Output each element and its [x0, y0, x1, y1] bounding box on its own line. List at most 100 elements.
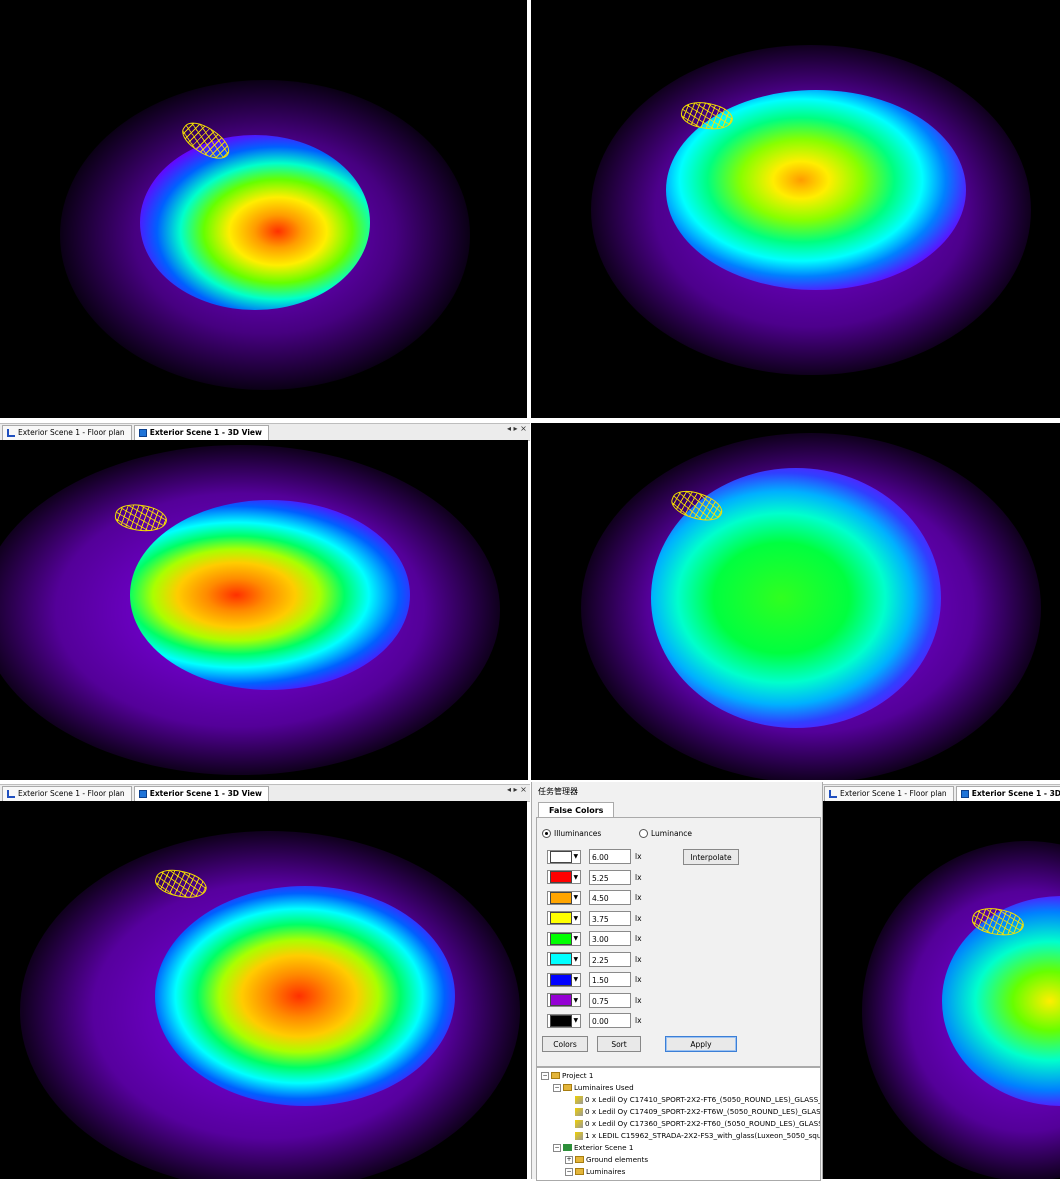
luminaire-type-icon	[575, 1131, 583, 1140]
colors-button[interactable]: Colors	[542, 1036, 588, 1052]
color-level-row: ▼ 6.00 lx	[547, 849, 642, 864]
tab-nav-controls[interactable]: ◂ ▸ ×	[507, 424, 527, 433]
heatmap-view-top-right	[531, 0, 1060, 418]
dropdown-arrow-icon: ▼	[573, 996, 579, 1004]
folder-icon	[563, 1084, 572, 1091]
tree-luminaires-used[interactable]: − Luminaires Used	[553, 1083, 634, 1092]
tree-luminaire-item[interactable]: 0 x Ledil Oy C17409_SPORT-2X2-FT6W_(5050…	[575, 1107, 820, 1116]
luminance-radio[interactable]: Luminance	[639, 829, 692, 838]
color-swatch	[550, 912, 572, 924]
color-picker[interactable]: ▼	[547, 1013, 581, 1028]
folder-icon	[575, 1168, 584, 1175]
tree-luminaire-item[interactable]: 0 x Ledil Oy C17360_SPORT-2X2-FT60_(5050…	[575, 1119, 820, 1128]
heat-region	[140, 135, 370, 310]
task-manager-panel: 任务管理器 False Colors Illuminances Luminanc…	[531, 782, 823, 1181]
tree-project[interactable]: − Project 1	[541, 1071, 594, 1080]
unit-label: lx	[635, 995, 642, 1005]
heat-region	[155, 886, 455, 1106]
collapse-icon[interactable]: −	[553, 1083, 561, 1092]
color-picker[interactable]: ▼	[547, 890, 581, 905]
unit-label: lx	[635, 852, 642, 861]
expand-icon[interactable]: +	[565, 1155, 573, 1164]
tab-3d-view[interactable]: Exterior Scene 1 - 3D View	[133, 424, 269, 440]
tree-ground-elements[interactable]: + Ground elements	[565, 1155, 649, 1164]
tree-luminaire-item[interactable]: 0 x Ledil Oy C17410_SPORT-2X2-FT6_(5050_…	[575, 1095, 820, 1104]
tab-nav-controls[interactable]: ◂ ▸ ×	[507, 785, 527, 794]
scene-icon	[563, 1144, 572, 1151]
interpolate-button[interactable]: Interpolate	[683, 849, 739, 865]
color-picker[interactable]: ▼	[547, 952, 581, 966]
collapse-icon[interactable]: −	[565, 1167, 573, 1176]
apply-button[interactable]: Apply	[665, 1036, 737, 1052]
level-value-input[interactable]: 2.25	[589, 951, 631, 967]
level-value-input[interactable]: 0.75	[589, 992, 631, 1008]
folder-icon	[551, 1072, 560, 1079]
tab-3d-view[interactable]: Exterior Scene 1 - 3D View	[133, 785, 269, 801]
color-picker[interactable]: ▼	[547, 849, 581, 864]
level-value-input[interactable]: 4.50	[589, 890, 631, 905]
color-level-row: ▼ 0.75 lx	[547, 992, 642, 1008]
heat-region	[130, 500, 410, 690]
collapse-icon[interactable]: −	[541, 1071, 549, 1080]
color-picker[interactable]: ▼	[547, 870, 581, 884]
tab-floor-plan[interactable]: Exterior Scene 1 - Floor plan	[824, 785, 954, 801]
unit-label: lx	[635, 954, 642, 964]
tab-3d-view[interactable]: Exterior Scene 1 - 3D View	[955, 785, 1060, 801]
dropdown-arrow-icon: ▼	[573, 873, 579, 881]
project-tree: − Project 1 − Luminaires Used 0 x Ledil …	[536, 1067, 821, 1181]
heatmap-view-middle-right	[531, 423, 1060, 780]
floor-plan-icon	[7, 428, 15, 437]
color-picker[interactable]: ▼	[547, 931, 581, 946]
unit-label: lx	[635, 1016, 642, 1025]
color-level-row: ▼ 3.75 lx	[547, 910, 642, 926]
floor-plan-icon	[7, 789, 15, 798]
view-tab-bar: Exterior Scene 1 - Floor plan Exterior S…	[822, 784, 1060, 802]
level-value-input[interactable]: 6.00	[589, 849, 631, 864]
tab-floor-plan[interactable]: Exterior Scene 1 - Floor plan	[2, 785, 132, 801]
color-level-row: ▼ 0.00 lx	[547, 1013, 642, 1028]
color-swatch	[550, 1014, 572, 1027]
illuminances-radio[interactable]: Illuminances	[542, 829, 601, 838]
level-value-input[interactable]: 3.75	[589, 910, 631, 926]
dropdown-arrow-icon: ▼	[573, 1017, 579, 1024]
radio-selected-icon	[542, 829, 551, 838]
unit-label: lx	[635, 913, 642, 923]
level-value-input[interactable]: 1.50	[589, 972, 631, 987]
radio-unselected-icon	[639, 829, 648, 838]
unit-label: lx	[635, 934, 642, 943]
unit-label: lx	[635, 975, 642, 984]
3d-view-icon	[138, 789, 147, 798]
3d-view-icon	[138, 428, 147, 437]
level-value-input[interactable]: 0.00	[589, 1013, 631, 1028]
tree-luminaire-item[interactable]: 1 x LEDIL C15962_STRADA-2X2-FS3_with_gla…	[575, 1131, 820, 1140]
color-swatch	[550, 994, 572, 1006]
tab-false-colors[interactable]: False Colors	[538, 802, 615, 818]
color-swatch	[550, 850, 572, 863]
view-tab-bar: Exterior Scene 1 - Floor plan Exterior S…	[0, 423, 530, 441]
color-picker[interactable]: ▼	[547, 993, 581, 1007]
3d-view-icon	[960, 789, 969, 798]
tab-floor-plan[interactable]: Exterior Scene 1 - Floor plan	[2, 424, 132, 440]
color-level-row: ▼ 5.25 lx	[547, 869, 642, 885]
false-colors-body: Illuminances Luminance ▼ 6.00 lx ▼ 5.25 lx ▼ 4.…	[536, 817, 821, 1067]
view-tab-bar: Exterior Scene 1 - Floor plan Exterior S…	[0, 784, 530, 802]
unit-label: lx	[635, 872, 642, 882]
color-level-row: ▼ 3.00 lx	[547, 931, 642, 946]
collapse-icon[interactable]: −	[553, 1143, 561, 1152]
tree-luminaires[interactable]: − Luminaires	[565, 1167, 626, 1176]
tree-exterior-scene[interactable]: − Exterior Scene 1	[553, 1143, 634, 1152]
heatmap-view-bottom-left	[0, 801, 527, 1179]
color-picker[interactable]: ▼	[547, 911, 581, 925]
floor-plan-icon	[829, 789, 837, 798]
heatmap-view-top-left	[0, 0, 527, 418]
level-value-input[interactable]: 3.00	[589, 931, 631, 946]
dropdown-arrow-icon: ▼	[573, 976, 579, 983]
luminaire-type-icon	[575, 1119, 583, 1128]
folder-icon	[575, 1156, 584, 1163]
color-picker[interactable]: ▼	[547, 972, 581, 987]
sort-button[interactable]: Sort	[597, 1036, 641, 1052]
level-value-input[interactable]: 5.25	[589, 869, 631, 885]
color-level-row: ▼ 1.50 lx	[547, 972, 642, 987]
color-swatch	[550, 973, 572, 986]
dropdown-arrow-icon: ▼	[573, 914, 579, 922]
